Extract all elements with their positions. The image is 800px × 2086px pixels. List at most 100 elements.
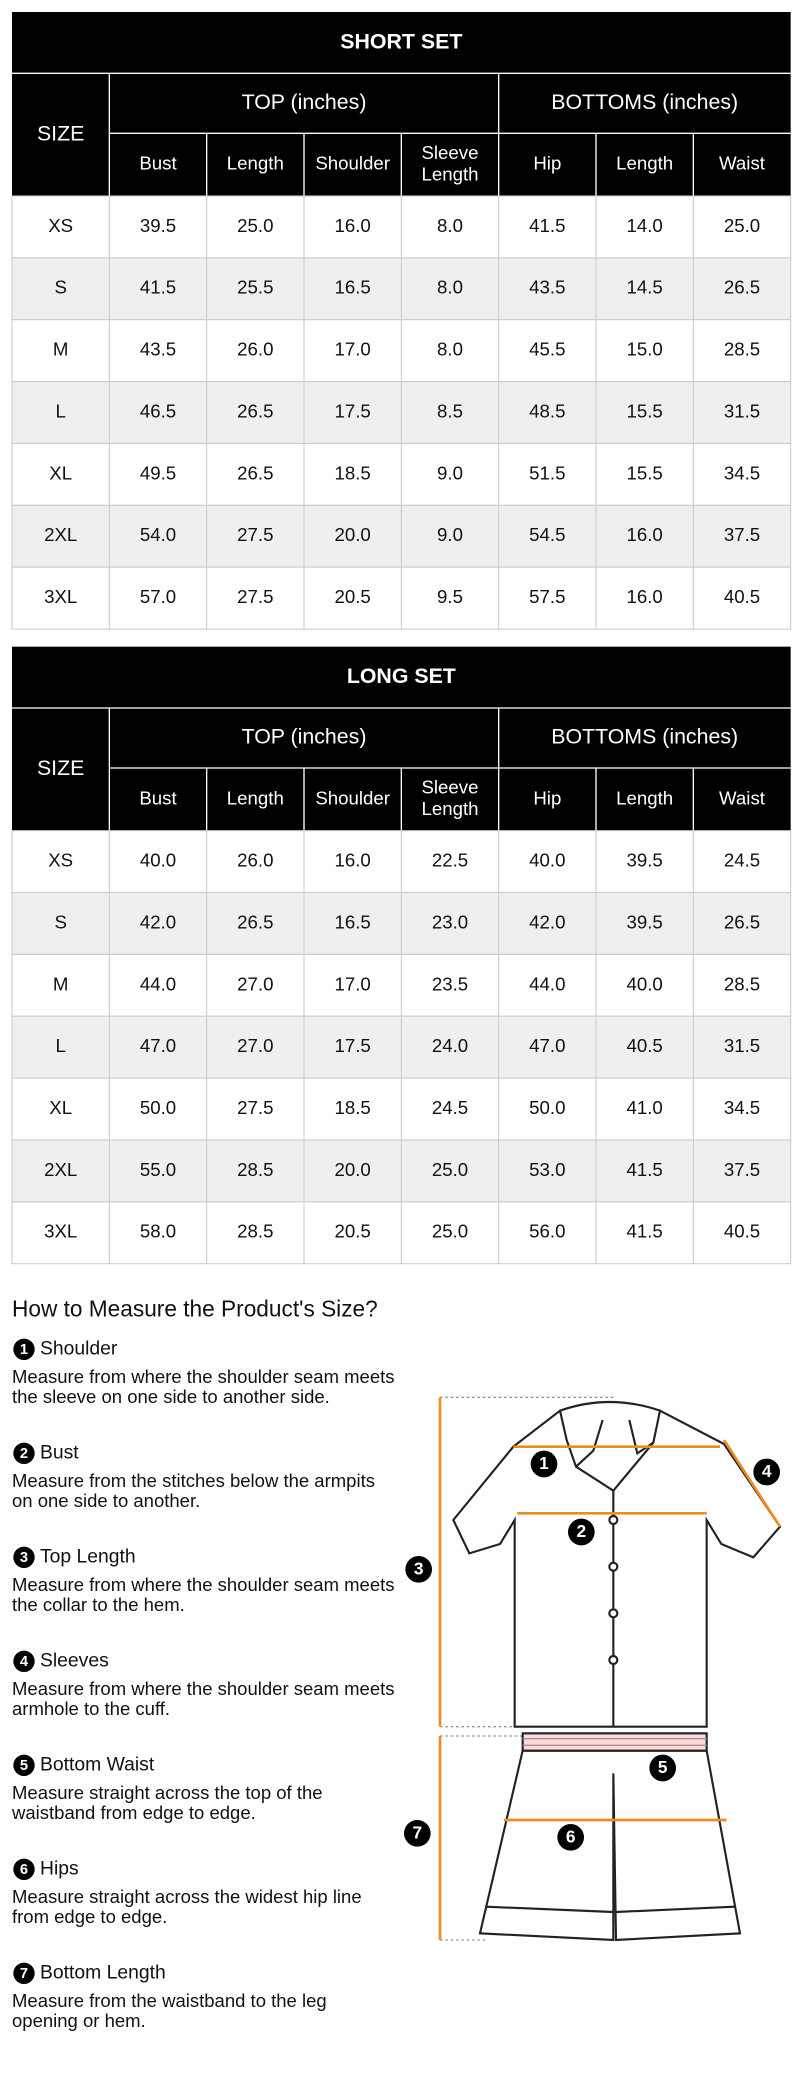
value-cell: 16.5: [335, 911, 371, 932]
number-badge: [649, 1754, 676, 1782]
item-title: Top Length: [40, 1546, 136, 1567]
value-cell: 26.0: [237, 850, 273, 871]
diagram: [438, 1396, 782, 1942]
value-cell: 27.5: [237, 524, 273, 545]
value-cell: 40.5: [724, 586, 760, 607]
item-title: Bottom Length: [40, 1962, 166, 1983]
value-cell: 58.0: [140, 1221, 176, 1242]
number-badge-text: 1: [20, 1342, 28, 1358]
section-heading: How to Measure the Product's Size?: [12, 1296, 378, 1322]
group-header: TOP (inches): [242, 725, 367, 749]
number-badge: [13, 1650, 35, 1672]
column-header: Shoulder: [315, 153, 390, 174]
value-cell: 14.0: [627, 215, 663, 236]
value-cell: 41.0: [627, 1097, 663, 1118]
size-cell: 2XL: [44, 524, 77, 545]
value-cell: 53.0: [529, 1159, 565, 1180]
size-cell: 3XL: [44, 586, 77, 607]
value-cell: 47.0: [529, 1035, 565, 1056]
column-header: Sleeve Length: [421, 142, 478, 184]
value-cell: 50.0: [140, 1097, 176, 1118]
value-cell: 17.5: [335, 400, 371, 421]
number-badge: [404, 1820, 431, 1847]
group-header: BOTTOMS (inches): [551, 90, 738, 114]
size-cell: M: [53, 339, 69, 360]
value-cell: 45.5: [529, 339, 565, 360]
value-cell: 37.5: [724, 1159, 760, 1180]
number-badge-text: 4: [20, 1654, 29, 1670]
value-cell: 17.0: [335, 339, 371, 360]
value-cell: 47.0: [140, 1035, 176, 1056]
column-header: Length: [616, 787, 673, 808]
value-cell: 40.0: [627, 973, 663, 994]
value-cell: 27.0: [237, 973, 273, 994]
value-cell: 23.0: [432, 911, 468, 932]
size-cell: XL: [49, 462, 72, 483]
value-cell: 8.0: [437, 215, 463, 236]
value-cell: 20.0: [335, 524, 371, 545]
column-header: Waist: [719, 787, 766, 808]
value-cell: 56.0: [529, 1221, 565, 1242]
value-cell: 43.5: [140, 339, 176, 360]
item-title: Hips: [40, 1858, 79, 1879]
value-cell: 20.0: [335, 1159, 371, 1180]
item-title: Bottom Waist: [40, 1754, 155, 1775]
value-cell: 42.0: [529, 911, 565, 932]
number-badge-text: 1: [539, 1453, 549, 1473]
value-cell: 25.0: [724, 215, 760, 236]
number-badge-text: 5: [20, 1758, 28, 1774]
value-cell: 16.0: [627, 586, 663, 607]
column-header: SIZE: [37, 121, 84, 145]
column-header: Length: [227, 787, 284, 808]
value-cell: 15.0: [627, 339, 663, 360]
value-cell: 34.5: [724, 1097, 760, 1118]
value-cell: 41.5: [627, 1221, 663, 1242]
waistband-stripe: [522, 1738, 707, 1746]
value-cell: 24.5: [432, 1097, 468, 1118]
value-cell: 55.0: [140, 1159, 176, 1180]
size-cell: XS: [48, 850, 73, 871]
column-header: Hip: [533, 153, 561, 174]
value-cell: 20.5: [335, 586, 371, 607]
value-cell: 25.0: [432, 1221, 468, 1242]
item-description: Measure straight across the top of the w…: [12, 1781, 323, 1823]
value-cell: 46.5: [140, 400, 176, 421]
value-cell: 25.0: [237, 215, 273, 236]
value-cell: 28.5: [237, 1159, 273, 1180]
value-cell: 57.0: [140, 586, 176, 607]
table-title: LONG SET: [347, 664, 456, 688]
size-cell: L: [55, 1035, 65, 1056]
value-cell: 27.5: [237, 586, 273, 607]
number-badge-text: 3: [414, 1559, 424, 1579]
value-cell: 26.5: [237, 911, 273, 932]
number-badge-text: 5: [658, 1757, 668, 1777]
size-cell: S: [54, 277, 66, 298]
value-cell: 16.5: [335, 277, 371, 298]
size-cell: XL: [49, 1097, 72, 1118]
value-cell: 16.0: [335, 215, 371, 236]
number-badge-text: 7: [20, 1966, 28, 1982]
item-description: Measure from where the shoulder seam mee…: [12, 1365, 395, 1407]
value-cell: 41.5: [529, 215, 565, 236]
column-header: Waist: [719, 153, 766, 174]
value-cell: 48.5: [529, 400, 565, 421]
value-cell: 26.5: [724, 911, 760, 932]
button: [608, 1514, 619, 1526]
shorts: [478, 1749, 742, 1942]
number-badge-text: 3: [20, 1550, 28, 1566]
item-title: Shoulder: [40, 1338, 118, 1359]
value-cell: 23.5: [432, 973, 468, 994]
item-description: Measure straight across the widest hip l…: [12, 1885, 362, 1927]
number-badge: [13, 1962, 35, 1984]
number-badge: [753, 1458, 780, 1486]
number-badge-text: 6: [20, 1862, 28, 1878]
size-cell: XS: [48, 215, 73, 236]
value-cell: 27.5: [237, 1097, 273, 1118]
value-cell: 40.0: [140, 850, 176, 871]
value-cell: 22.5: [432, 850, 468, 871]
value-cell: 15.5: [627, 462, 663, 483]
number-badge: [405, 1556, 432, 1583]
cuff: [485, 1905, 735, 1914]
measure-lines: [438, 1397, 782, 1940]
value-cell: 25.0: [432, 1159, 468, 1180]
